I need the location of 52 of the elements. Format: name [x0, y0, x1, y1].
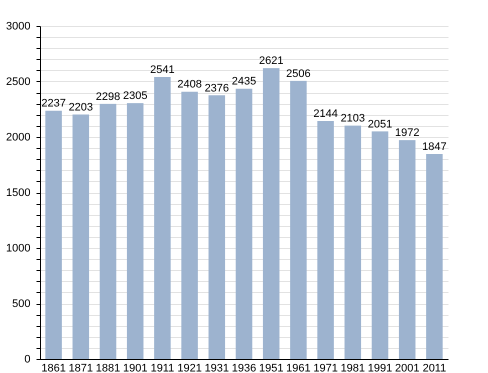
data-label: 2305: [122, 90, 148, 102]
x-tick-label: 1971: [313, 362, 338, 373]
x-tick-label: 1951: [258, 362, 284, 373]
bar: [72, 114, 90, 359]
y-tick-label: 2500: [6, 76, 30, 88]
x-tick-label: 1921: [177, 362, 202, 373]
bar: [344, 126, 362, 359]
x-tick-label: 1981: [340, 362, 366, 373]
y-tick-label: 1000: [6, 242, 30, 254]
x-tick-label: 1991: [368, 362, 392, 373]
x-tick-label: 1881: [96, 362, 120, 373]
x-tick-label: 1871: [68, 362, 94, 373]
data-label: 2298: [96, 90, 120, 103]
y-tick-label: 500: [12, 298, 30, 310]
bar: [290, 80, 307, 359]
bar: [398, 140, 416, 359]
x-tick-label: 1931: [204, 362, 230, 373]
bar: [45, 110, 62, 359]
bar: [181, 92, 198, 359]
data-label: 2621: [258, 55, 284, 68]
bar: [426, 154, 443, 359]
data-label: 2144: [313, 108, 338, 120]
data-label: 2408: [177, 78, 202, 91]
data-label: 2376: [204, 82, 230, 94]
x-tick-label: 1961: [286, 362, 311, 373]
bar: [100, 104, 116, 359]
x-tick-label: 1936: [232, 362, 256, 373]
y-tick-label: 2000: [6, 132, 30, 144]
x-tick-label: 1911: [150, 362, 174, 373]
data-label: 2203: [68, 101, 94, 114]
data-label: 2435: [232, 76, 256, 88]
bar: [236, 88, 252, 359]
bar: [208, 95, 226, 359]
x-tick-label: 2001: [394, 362, 420, 373]
data-label: 2051: [368, 118, 392, 130]
x-tick-label: 1901: [122, 362, 148, 373]
bar: [154, 76, 171, 359]
bar: [126, 103, 144, 359]
data-label: 2103: [340, 112, 366, 125]
data-label: 1972: [394, 127, 420, 140]
x-tick-label: 1861: [41, 362, 66, 373]
bar: [372, 131, 388, 359]
data-label: 2506: [286, 68, 311, 80]
bar: [317, 121, 334, 359]
y-tick-label: 1500: [6, 187, 30, 199]
bar: [262, 68, 280, 359]
y-tick-label: 3000: [6, 20, 30, 32]
x-tick-label: 2011: [422, 362, 446, 373]
y-tick-label: 0: [24, 354, 30, 366]
data-label: 1847: [422, 140, 447, 153]
data-label: 2541: [150, 64, 175, 76]
data-label: 2237: [41, 98, 66, 110]
